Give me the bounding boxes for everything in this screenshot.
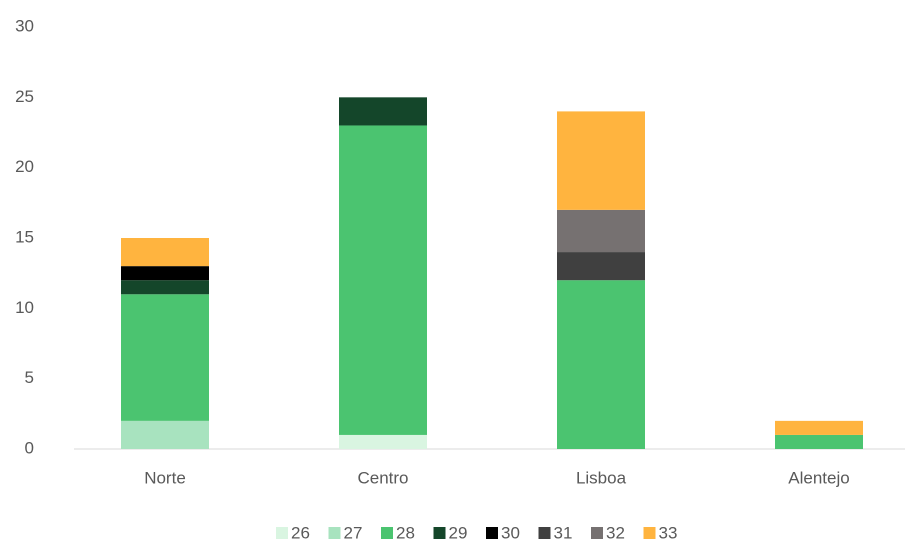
y-tick-label: 20 bbox=[15, 157, 34, 176]
legend-swatch bbox=[486, 527, 498, 539]
legend-label: 27 bbox=[344, 523, 363, 542]
bar-segment bbox=[557, 111, 645, 210]
legend-swatch bbox=[538, 527, 551, 539]
legend-label: 31 bbox=[554, 523, 573, 542]
legend-label: 26 bbox=[291, 523, 310, 542]
bar-segment bbox=[339, 125, 427, 435]
bar-segment bbox=[339, 97, 427, 126]
x-tick-label: Alentejo bbox=[788, 468, 849, 487]
legend-label: 33 bbox=[659, 523, 678, 542]
bar-segment bbox=[557, 209, 645, 253]
legend-label: 28 bbox=[396, 523, 415, 542]
y-tick-label: 15 bbox=[15, 227, 34, 246]
x-tick-label: Centro bbox=[357, 468, 408, 487]
legend-swatch bbox=[328, 527, 341, 539]
x-tick-label: Norte bbox=[144, 468, 186, 487]
legend-label: 32 bbox=[606, 523, 625, 542]
y-tick-label: 10 bbox=[15, 298, 34, 317]
legend-swatch bbox=[591, 527, 603, 539]
bar-segment bbox=[775, 420, 863, 435]
legend-swatch bbox=[381, 527, 393, 539]
y-tick-label: 25 bbox=[15, 87, 34, 106]
legend-label: 30 bbox=[501, 523, 520, 542]
bar-segment bbox=[121, 266, 209, 281]
bar-segment bbox=[121, 294, 209, 421]
legend-swatch bbox=[433, 527, 446, 539]
y-tick-label: 0 bbox=[25, 438, 34, 457]
bar-segment bbox=[775, 434, 863, 449]
legend-swatch bbox=[276, 527, 288, 539]
y-tick-label: 5 bbox=[25, 368, 34, 387]
bar-segment bbox=[121, 420, 209, 449]
legend-swatch bbox=[643, 527, 656, 539]
y-tick-label: 30 bbox=[15, 16, 34, 35]
bar-segment bbox=[557, 280, 645, 449]
bar-segment bbox=[121, 238, 209, 267]
bar-segment bbox=[557, 252, 645, 281]
legend-label: 29 bbox=[449, 523, 468, 542]
x-tick-label: Lisboa bbox=[576, 468, 627, 487]
bar-segment bbox=[121, 280, 209, 295]
bar-segment bbox=[339, 434, 427, 449]
